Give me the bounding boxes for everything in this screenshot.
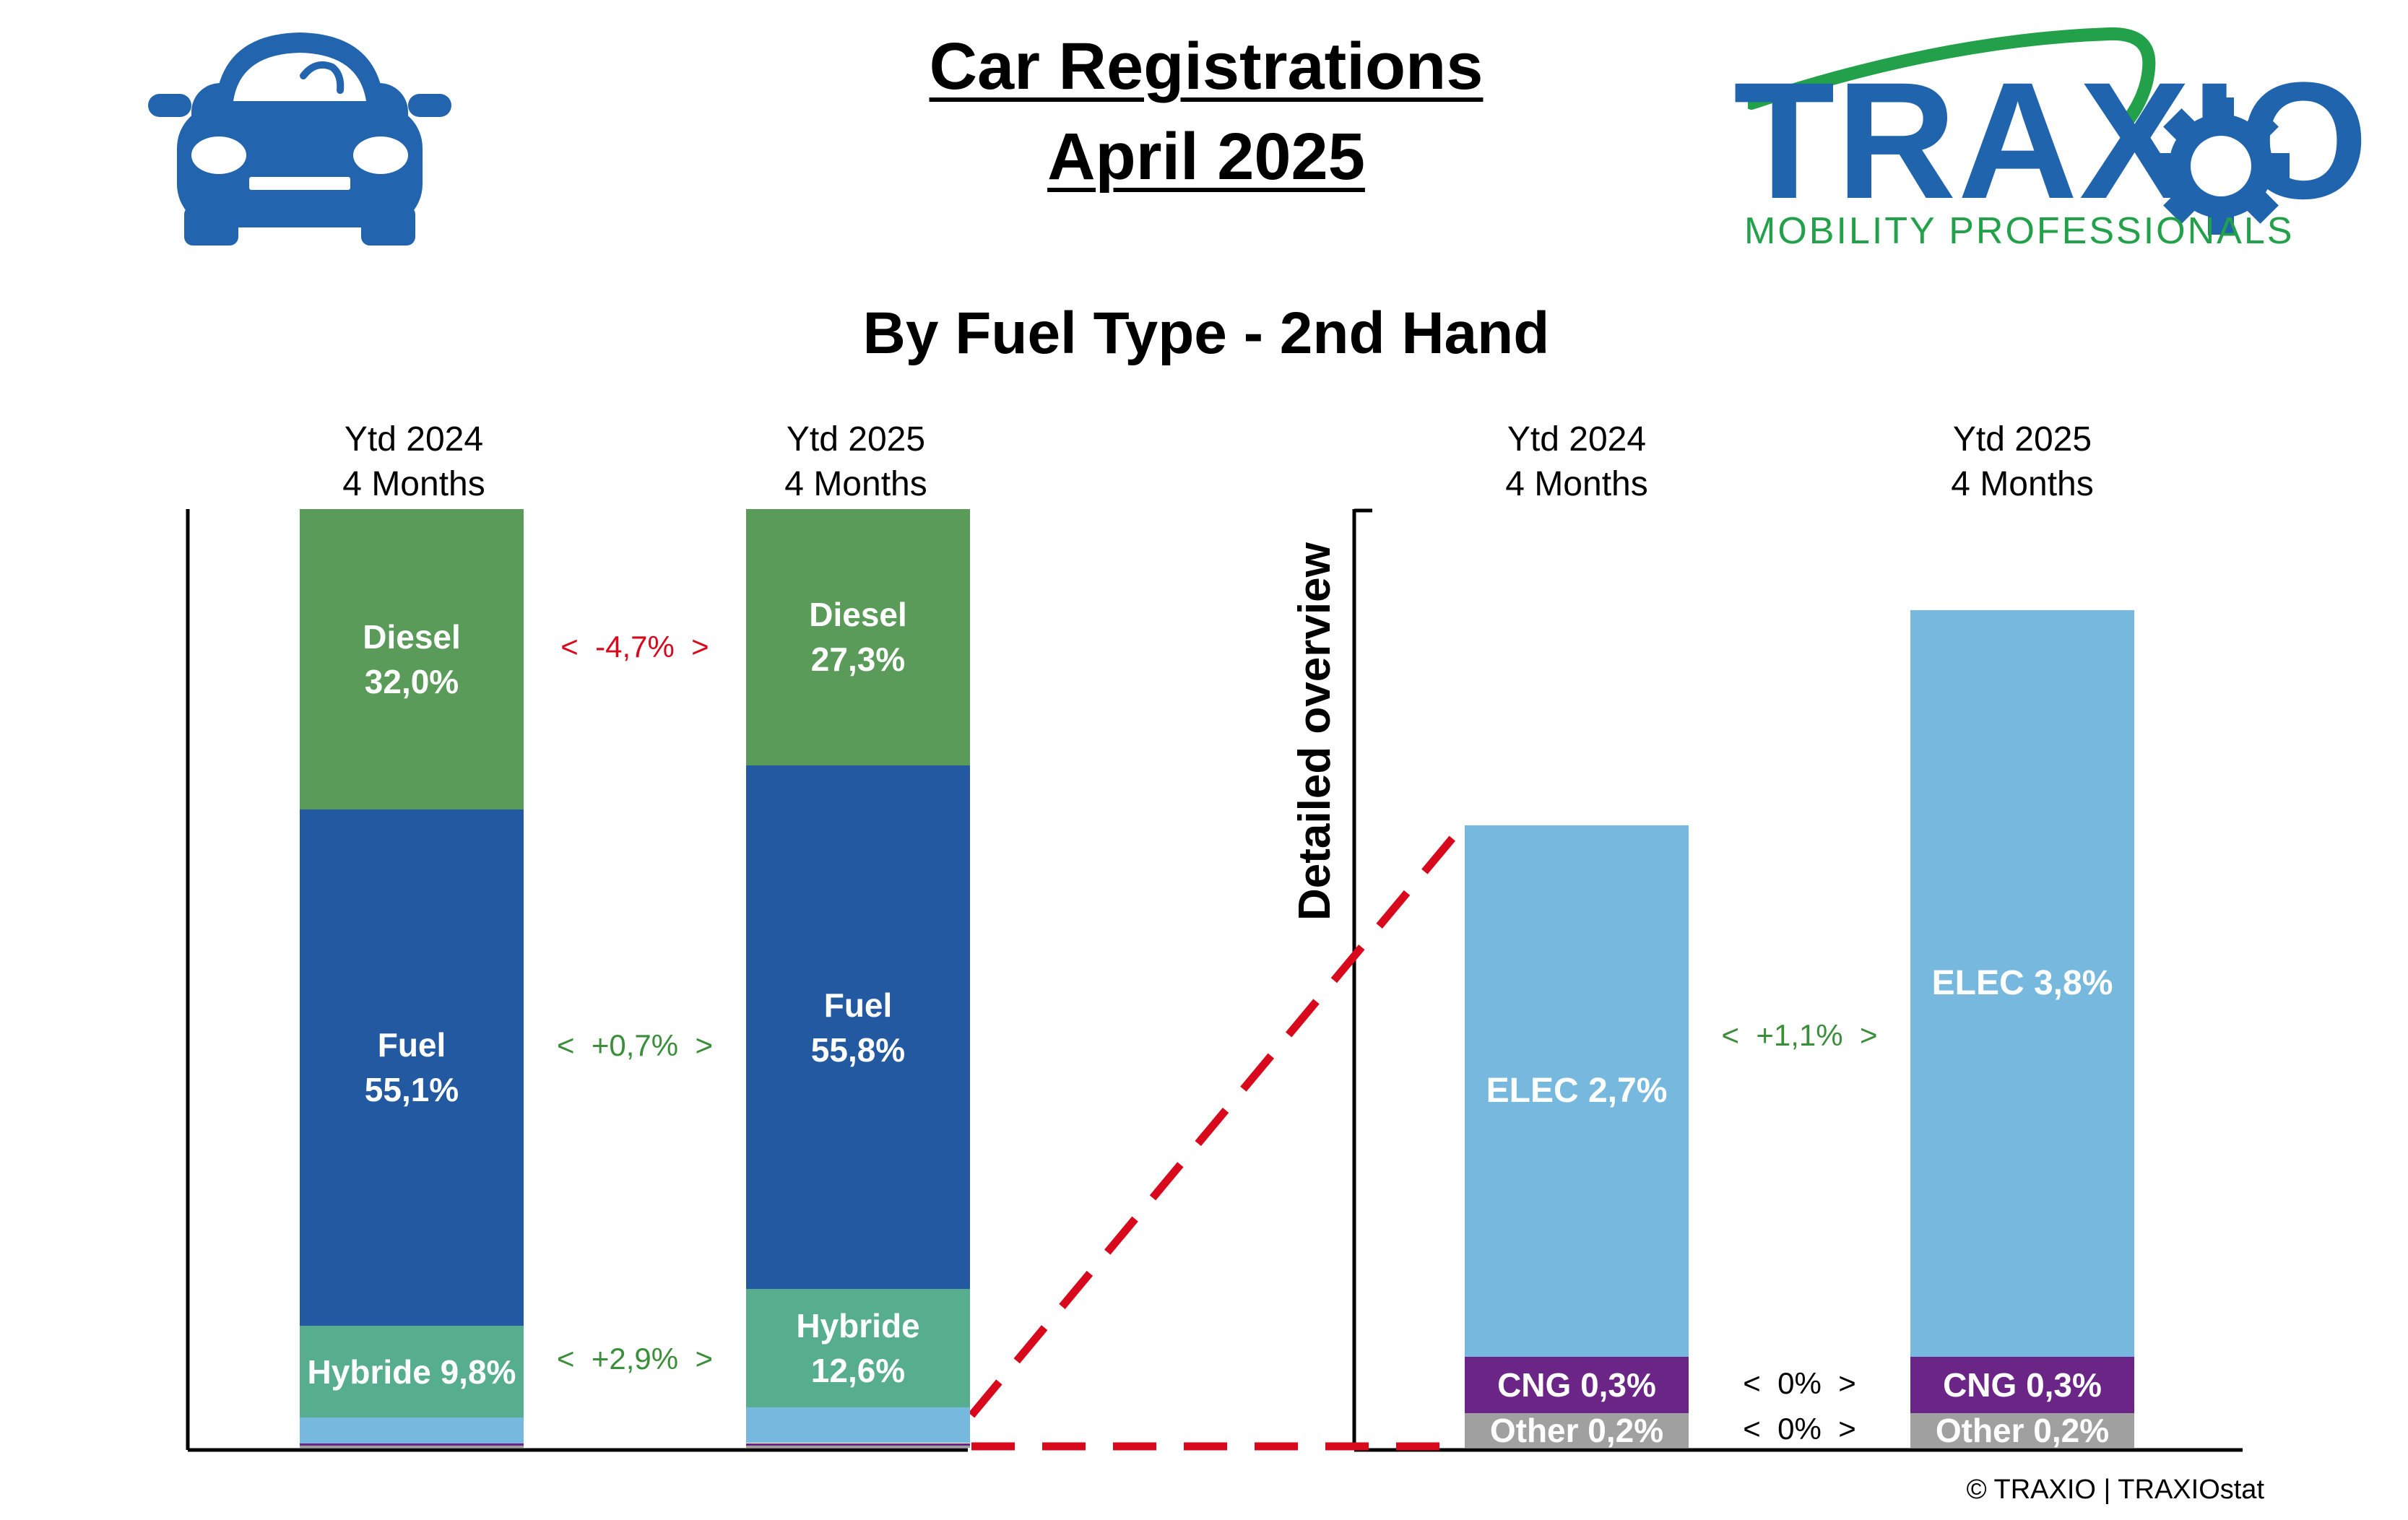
chart-subtitle: By Fuel Type - 2nd Hand	[862, 300, 1550, 366]
data-label: 55,8%	[810, 1030, 906, 1069]
bar-segment-fuel-overview-2024: Fuel 55,1%	[300, 809, 524, 1326]
data-label: CNG 0,3%	[1943, 1366, 2102, 1404]
data-label: Hybride 9,8%	[307, 1352, 516, 1391]
page-title-line1: Car Registrations	[929, 30, 1484, 103]
delta-label-other: < 0% >	[1743, 1412, 1856, 1446]
category-label-line2: 4 Months	[1951, 465, 2094, 503]
data-label: Diesel	[809, 596, 907, 634]
category-label-line2: 4 Months	[1505, 465, 1648, 503]
delta-label-cng: < 0% >	[1743, 1366, 1856, 1400]
bar-segment-hybride-overview-2024: Hybride 9,8%	[300, 1326, 524, 1418]
data-label: ELEC 2,7%	[1486, 1072, 1668, 1111]
bar-segment-other-detail-2025: Other 0,2%	[1910, 1412, 2134, 1449]
bar-segment-elec-detail-2024: ELEC 2,7%	[1465, 825, 1689, 1357]
category-label-line1: Ytd 2024	[1507, 420, 1647, 459]
category-label-line2: 4 Months	[342, 465, 485, 503]
bar-segment-cng-overview-2025	[746, 1443, 970, 1446]
bar-segment-other-overview-2024	[300, 1446, 524, 1448]
category-label-ytd2025-left: Ytd 2025 4 Months	[744, 417, 968, 507]
data-label: Fuel	[823, 986, 893, 1024]
category-label-ytd2024-right: Ytd 2024 4 Months	[1465, 417, 1689, 507]
car-icon	[148, 32, 451, 246]
category-label-line1: Ytd 2025	[1952, 420, 2092, 459]
logo-tagline: MOBILITY PROFESSIONALS	[1744, 210, 2295, 252]
page-title-line2: April 2025	[1047, 120, 1365, 194]
data-label: ELEC 3,8%	[1931, 963, 2113, 1002]
category-label-line2: 4 Months	[784, 465, 927, 503]
data-label: CNG 0,3%	[1497, 1366, 1656, 1404]
gear-icon	[2152, 97, 2290, 235]
data-label: Hybride	[796, 1307, 920, 1345]
bar-segment-cng-detail-2025: CNG 0,3%	[1910, 1357, 2134, 1413]
delta-label-fuel: < +0,7% >	[557, 1028, 713, 1063]
bar-segment-elec-detail-2025: ELEC 3,8%	[1910, 609, 2134, 1357]
logo-swoosh	[1748, 27, 2156, 133]
bar-segment-diesel-overview-2025: Diesel 27,3%	[746, 509, 970, 765]
bar-segment-cng-detail-2024: CNG 0,3%	[1465, 1357, 1689, 1413]
data-label: Fuel	[377, 1026, 446, 1064]
bar-segment-other-overview-2025	[746, 1446, 970, 1448]
data-label: 12,6%	[810, 1352, 906, 1390]
data-label: Diesel	[363, 617, 461, 656]
category-label-line1: Ytd 2025	[786, 420, 926, 459]
data-label: 27,3%	[810, 640, 906, 679]
copyright-credit: © TRAXIO | TRAXIOstat	[1966, 1475, 2264, 1505]
delta-label-elec: < +1,1% >	[1721, 1018, 1878, 1053]
bar-segment-elec-overview-2024	[300, 1417, 524, 1443]
traxio-logo: TRAXIO MOBILITY PR	[1733, 25, 2368, 256]
data-label: 55,1%	[364, 1071, 459, 1109]
category-label-ytd2025-right: Ytd 2025 4 Months	[1910, 417, 2134, 507]
category-label-line1: Ytd 2024	[344, 420, 484, 459]
data-label: Other 0,2%	[1935, 1412, 2110, 1449]
category-label-ytd2024-left: Ytd 2024 4 Months	[302, 417, 526, 507]
delta-label-hybride: < +2,9% >	[557, 1341, 713, 1376]
delta-label-diesel: < -4,7% >	[560, 629, 709, 664]
bar-segment-cng-overview-2024	[300, 1443, 524, 1446]
data-label: Other 0,2%	[1489, 1412, 1664, 1449]
bar-segment-diesel-overview-2024: Diesel 32,0%	[300, 509, 524, 809]
bar-segment-elec-overview-2025	[746, 1407, 970, 1443]
bar-segment-hybride-overview-2025: Hybride 12,6%	[746, 1289, 970, 1408]
bar-segment-fuel-overview-2025: Fuel 55,8%	[746, 765, 970, 1290]
data-label: 32,0%	[364, 662, 459, 700]
bar-segment-other-detail-2024: Other 0,2%	[1465, 1412, 1689, 1449]
